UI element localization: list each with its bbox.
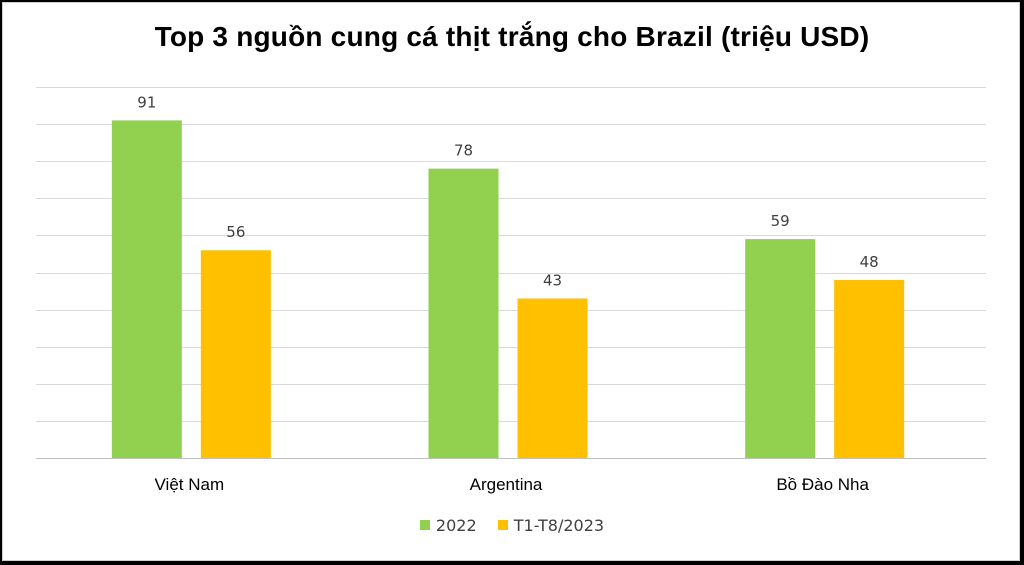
bar-t1-t8-2023-0 [200,250,271,458]
data-label: 59 [771,212,790,230]
legend-swatch-2022 [419,520,430,530]
data-label: 48 [860,253,879,271]
bar-2022-1 [428,168,499,458]
legend-item-2022: 2022 [419,515,477,535]
chart-legend: 2022 T1-T8/2023 [3,514,1021,535]
legend-label-t1-t8-2023: T1-T8/2023 [513,515,605,535]
chart-title: Top 3 nguồn cung cá thịt trắng cho Brazi… [154,21,870,52]
bar-t1-t8-2023-1 [517,298,588,458]
data-label: 43 [543,271,562,289]
data-label: 56 [226,223,245,241]
bar-2022-0 [111,120,182,458]
x-tick-label: Argentina [470,475,543,494]
legend-label-2022: 2022 [435,515,477,535]
data-label: 91 [137,93,156,111]
data-label: 78 [454,142,473,160]
legend-swatch-t1-t8-2023 [497,520,508,530]
bar-t1-t8-2023-2 [834,279,905,458]
legend-item-t1-t8-2023: T1-T8/2023 [497,515,605,535]
x-tick-label: Bồ Đào Nha [776,475,869,494]
bar-chart: 91 56 Việt Nam 78 43 Argentina 59 48 Bồ Đào Nha [36,87,986,494]
x-tick-label: Việt Nam [155,475,225,494]
bar-2022-2 [745,239,816,458]
